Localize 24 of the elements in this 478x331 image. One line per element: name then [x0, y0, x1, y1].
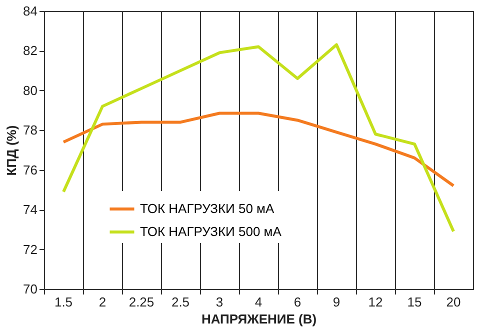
y-tick-label: 80 [23, 82, 38, 98]
legend-label: ТОК НАГРУЗКИ 500 мА [140, 224, 282, 239]
y-tick-label: 74 [23, 202, 38, 218]
x-axis-title: НАПРЯЖЕНИЕ (В) [201, 312, 317, 326]
y-tick-label: 78 [23, 122, 38, 138]
x-tick-label: 1.5 [54, 294, 73, 310]
line-series [62, 112, 455, 188]
y-tick-label: 76 [23, 162, 38, 178]
x-tick-label: 15 [407, 294, 422, 310]
x-tick-label: 20 [446, 294, 461, 310]
x-tick-label: 12 [368, 294, 383, 310]
x-tick-label: 2.5 [171, 294, 190, 310]
x-tick-label: 9 [332, 294, 340, 310]
x-tick-label: 3 [216, 294, 224, 310]
x-tick-label: 6 [294, 294, 302, 310]
x-tick-label: 4 [254, 294, 262, 310]
y-tick-label: 70 [23, 282, 38, 296]
x-tick-label: 2 [98, 294, 106, 310]
y-tick-label: 82 [23, 43, 38, 58]
legend-label: ТОК НАГРУЗКИ 50 мА [140, 201, 274, 216]
y-axis-title: КПД (%) [4, 125, 20, 176]
x-tick-label: 2.25 [128, 294, 154, 310]
y-tick-label: 72 [23, 242, 38, 257]
y-tick-label: 84 [23, 4, 38, 18]
